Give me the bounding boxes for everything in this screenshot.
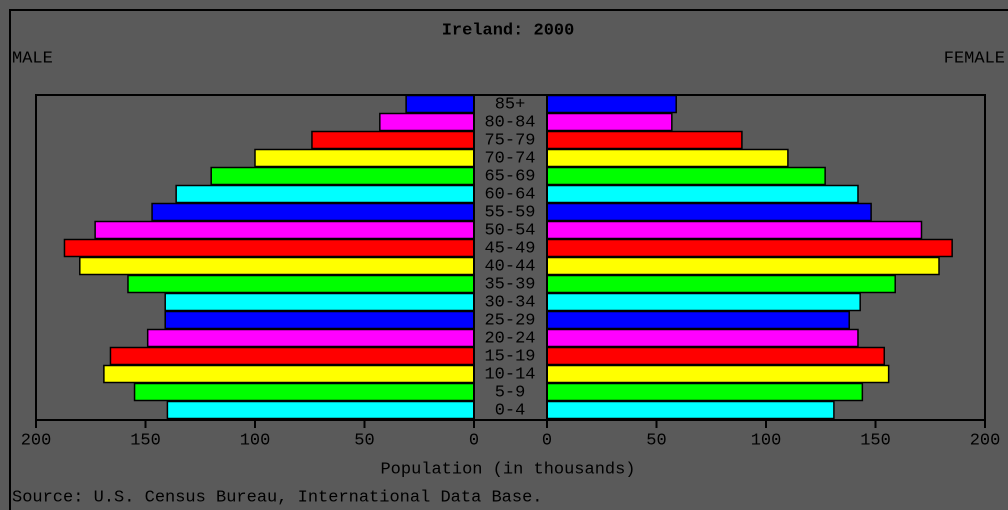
age-label: 65-69 xyxy=(484,167,535,186)
x-tick-label: 50 xyxy=(646,431,666,450)
bar xyxy=(546,94,677,114)
bar xyxy=(546,184,859,204)
age-label: 55-59 xyxy=(484,203,535,222)
age-label: 80-84 xyxy=(484,113,535,132)
age-label: 15-19 xyxy=(484,347,535,366)
bar xyxy=(546,400,835,420)
bar xyxy=(63,238,475,258)
x-tick-label: 200 xyxy=(21,431,52,450)
chart-title: Ireland: 2000 xyxy=(442,21,575,40)
bar xyxy=(166,400,475,420)
bar xyxy=(405,94,475,114)
x-axis-title: Population (in thousands) xyxy=(380,460,635,479)
bar xyxy=(546,382,864,402)
age-label: 85+ xyxy=(495,95,526,114)
bar xyxy=(546,292,861,312)
age-label: 70-74 xyxy=(484,149,535,168)
bar xyxy=(546,364,890,384)
age-label: 0-4 xyxy=(495,401,526,420)
bar xyxy=(546,112,673,132)
bar xyxy=(94,220,475,240)
age-label: 35-39 xyxy=(484,275,535,294)
bar xyxy=(254,148,475,168)
age-label: 50-54 xyxy=(484,221,535,240)
x-tick-label: 150 xyxy=(860,431,891,450)
bar xyxy=(133,382,475,402)
source: Source: U.S. Census Bureau, Internationa… xyxy=(12,488,543,507)
age-label: 60-64 xyxy=(484,185,535,204)
bar xyxy=(164,310,475,330)
age-label: 30-34 xyxy=(484,293,535,312)
x-tick-label: 0 xyxy=(469,431,479,450)
x-tick-label: 100 xyxy=(751,431,782,450)
age-label: 20-24 xyxy=(484,329,535,348)
bar xyxy=(546,274,896,294)
bar xyxy=(546,148,789,168)
bar xyxy=(127,274,475,294)
bar xyxy=(210,166,475,186)
bar xyxy=(79,256,475,276)
x-tick-label: 0 xyxy=(542,431,552,450)
bar xyxy=(379,112,475,132)
age-label: 75-79 xyxy=(484,131,535,150)
age-label: 40-44 xyxy=(484,257,535,276)
bar xyxy=(546,310,850,330)
bar xyxy=(546,328,859,348)
bar xyxy=(546,220,923,240)
bar xyxy=(109,346,475,366)
bar xyxy=(311,130,475,150)
bar xyxy=(546,238,953,258)
x-tick-label: 100 xyxy=(240,431,271,450)
bar xyxy=(146,328,475,348)
x-tick-label: 50 xyxy=(354,431,374,450)
bar xyxy=(546,130,743,150)
age-label: 45-49 xyxy=(484,239,535,258)
x-tick-label: 150 xyxy=(130,431,161,450)
age-label: 10-14 xyxy=(484,365,535,384)
bar xyxy=(103,364,475,384)
age-label: 5-9 xyxy=(495,383,526,402)
bar xyxy=(546,166,826,186)
x-tick-label: 200 xyxy=(970,431,1001,450)
bar xyxy=(546,346,886,366)
bar xyxy=(546,256,940,276)
bar xyxy=(546,202,872,222)
bar xyxy=(151,202,475,222)
bar xyxy=(164,292,475,312)
age-label: 25-29 xyxy=(484,311,535,330)
plot-frame xyxy=(35,94,986,421)
right-label: FEMALE xyxy=(944,49,1005,68)
bar xyxy=(175,184,475,204)
left-label: MALE xyxy=(12,49,53,68)
